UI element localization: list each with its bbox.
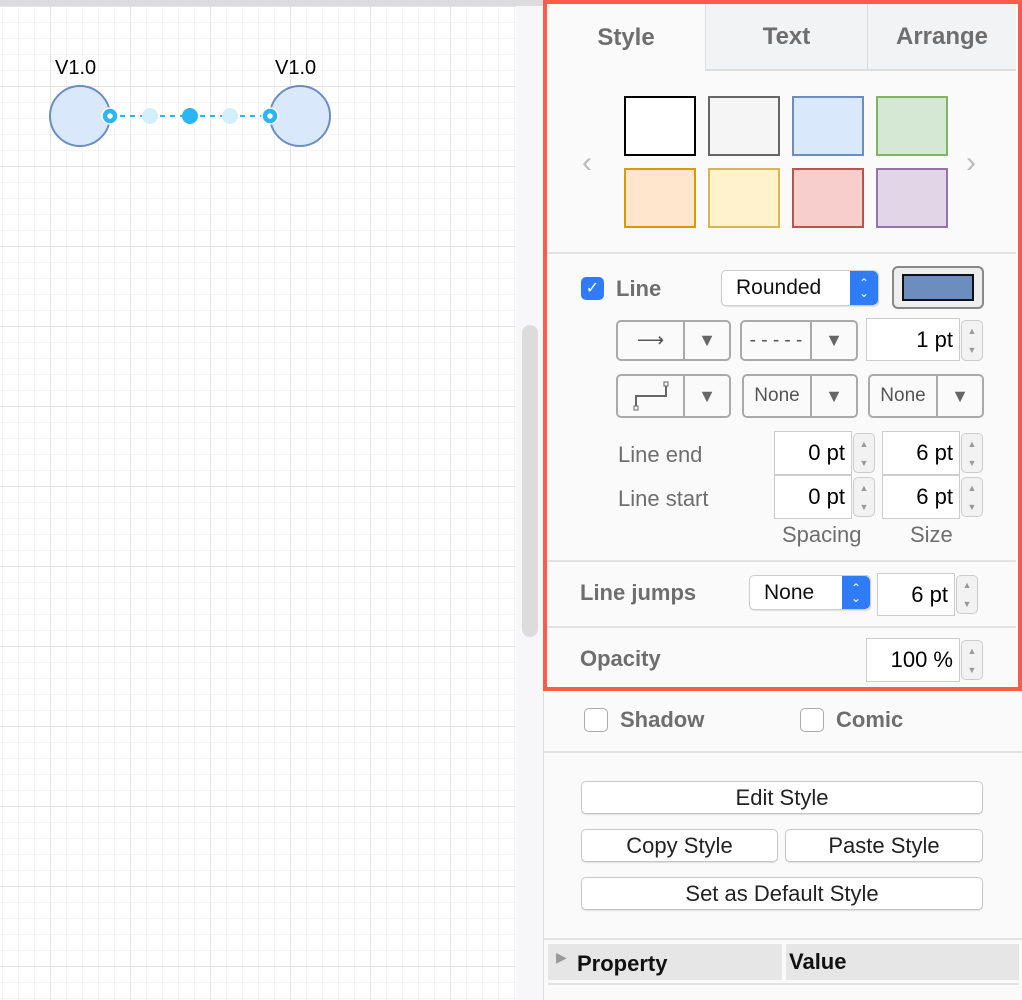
style-swatch[interactable] [708,96,780,156]
edit-style-button[interactable]: Edit Style [581,781,983,814]
style-swatch[interactable] [708,168,780,228]
line-style-select[interactable]: Rounded ⌃ ⌄ [721,270,879,306]
shadow-checkbox[interactable] [584,708,608,732]
tab-arrange[interactable]: Arrange [867,4,1016,71]
updown-icon: ⌃ ⌄ [842,576,870,609]
set-default-style-button[interactable]: Set as Default Style [581,877,983,910]
shape-label: V1.0 [275,57,317,79]
chevron-right-icon[interactable]: › [966,146,976,179]
triangle-down-icon: ▼ [810,376,856,416]
virtual-bend-handle[interactable] [222,108,238,124]
line-color-swatch [902,274,974,301]
divider [543,938,1022,940]
line-start-spacing-input[interactable]: 0 pt [774,475,852,519]
triangle-down-icon: ▼ [810,322,856,359]
arrow-right-icon: ⟶ [636,330,665,351]
connection-arrow-dropdown[interactable]: ⟶ ▼ [616,320,731,361]
line-end-label: Line end [618,442,703,467]
line-label: Line [616,276,662,301]
line-start-dropdown[interactable]: None ▼ [742,374,858,418]
triangle-down-icon: ▼ [683,322,729,359]
waypoints-dropdown[interactable]: ▼ [616,374,731,418]
line-end-size-input[interactable]: 6 pt [882,431,960,475]
opacity-input[interactable]: 100 % [866,638,960,682]
line-end-dropdown[interactable]: None ▼ [868,374,984,418]
stepper[interactable]: ▲ ▼ [956,575,978,614]
circle-shape[interactable] [49,85,111,147]
value-column-header[interactable]: Value [786,944,1019,980]
divider [547,560,1016,562]
style-swatch[interactable] [624,168,696,228]
stepper[interactable]: ▲ ▼ [961,640,983,680]
line-style-value: Rounded [736,276,822,299]
style-swatch[interactable] [876,96,948,156]
chevron-left-icon[interactable]: ‹ [582,146,592,179]
canvas-top-border [0,0,543,6]
line-width-stepper[interactable]: ▲ ▼ [961,320,983,361]
line-start-label: Line start [618,486,709,511]
style-swatch[interactable] [876,168,948,228]
style-swatch[interactable] [624,96,696,156]
tab-text[interactable]: Text [705,4,867,71]
copy-style-button[interactable]: Copy Style [581,829,778,862]
comic-checkbox[interactable] [800,708,824,732]
property-column-header[interactable]: ▶ Property [548,944,782,980]
spacing-label: Spacing [782,522,862,547]
circle-shape[interactable] [269,85,331,147]
triangle-down-icon: ▼ [683,376,729,416]
stepper[interactable]: ▲ ▼ [853,433,875,473]
style-swatch[interactable] [792,96,864,156]
triangle-down-icon: ▼ [936,376,982,416]
virtual-bend-handle[interactable] [142,108,158,124]
stepper[interactable]: ▲ ▼ [853,477,875,517]
line-jumps-size-input[interactable]: 6 pt [877,573,955,616]
line-jumps-label: Line jumps [580,580,697,605]
orthogonal-edge-icon [618,376,683,416]
shape-label: V1.0 [55,57,97,79]
stepper[interactable]: ▲ ▼ [961,433,983,473]
updown-icon: ⌃ ⌄ [850,271,878,305]
line-checkbox[interactable]: ✓ [581,277,604,300]
vertical-scrollbar[interactable] [522,325,538,637]
comic-label: Comic [836,707,904,732]
tab-style[interactable]: Style [597,23,655,51]
style-swatch[interactable] [792,168,864,228]
triangle-right-icon[interactable]: ▶ [556,949,567,965]
midpoint-handle[interactable] [182,108,198,124]
divider [548,983,1019,985]
dashed-pattern: - - - - - [749,329,803,351]
size-label: Size [910,522,953,547]
divider [547,252,1016,254]
line-width-input[interactable]: 1 pt [866,318,960,361]
diagram-canvas[interactable] [0,0,543,1000]
shadow-label: Shadow [620,707,705,732]
line-jumps-select[interactable]: None ⌃ ⌄ [749,575,871,610]
paste-style-button[interactable]: Paste Style [785,829,983,862]
line-start-size-input[interactable]: 6 pt [882,475,960,519]
line-end-spacing-input[interactable]: 0 pt [774,431,852,475]
stepper[interactable]: ▲ ▼ [961,477,983,517]
opacity-label: Opacity [580,646,661,671]
line-pattern-dropdown[interactable]: - - - - - ▼ [740,320,858,361]
divider [547,626,1016,628]
line-color-button[interactable] [892,266,984,309]
diagram-shapes[interactable] [0,0,543,200]
divider [543,751,1022,753]
